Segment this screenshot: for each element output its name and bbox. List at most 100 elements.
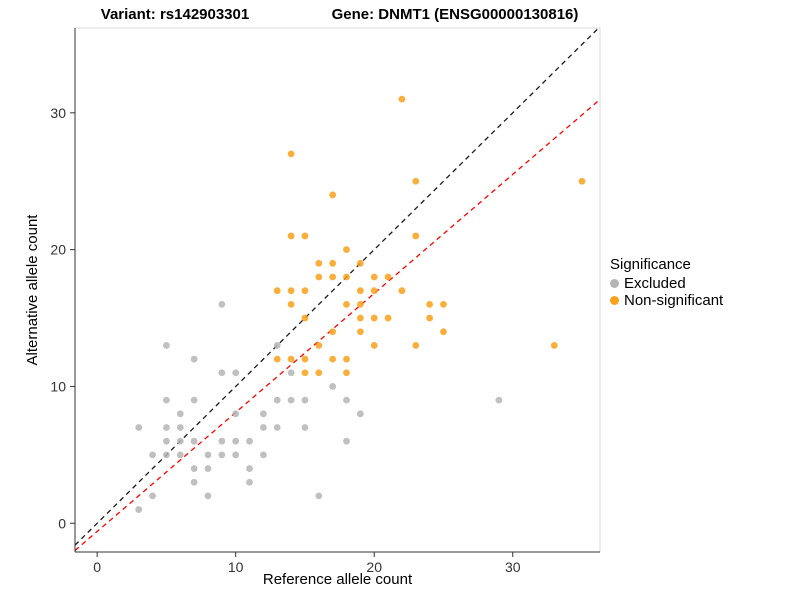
data-point-excluded bbox=[149, 451, 156, 459]
x-axis-label: Reference allele count bbox=[262, 571, 413, 588]
data-point-excluded bbox=[246, 465, 253, 472]
legend-item-label: Non-significant bbox=[624, 292, 724, 309]
data-point-excluded bbox=[149, 492, 156, 500]
x-tick-label: 10 bbox=[228, 559, 244, 575]
identity-line bbox=[75, 28, 600, 546]
data-point-non-significant bbox=[356, 314, 364, 322]
data-point-excluded bbox=[259, 410, 267, 418]
data-point-excluded bbox=[163, 396, 170, 404]
data-point-non-significant bbox=[384, 314, 392, 322]
data-point-non-significant bbox=[356, 287, 364, 295]
data-point-excluded bbox=[232, 410, 240, 418]
data-point-non-significant bbox=[315, 369, 323, 377]
data-point-non-significant bbox=[343, 300, 350, 308]
x-tick-label: 0 bbox=[93, 559, 101, 575]
data-point-excluded bbox=[163, 342, 170, 349]
data-point-excluded bbox=[232, 369, 240, 377]
data-point-non-significant bbox=[412, 232, 420, 240]
y-tick-label: 0 bbox=[58, 515, 66, 531]
data-point-non-significant bbox=[440, 328, 447, 336]
x-tick-label: 20 bbox=[366, 559, 382, 575]
data-point-non-significant bbox=[398, 287, 406, 295]
data-point-excluded bbox=[273, 396, 281, 404]
data-point-non-significant bbox=[356, 328, 364, 336]
data-point-non-significant bbox=[329, 273, 337, 281]
data-point-non-significant bbox=[329, 355, 337, 363]
data-point-non-significant bbox=[315, 273, 323, 281]
data-point-excluded bbox=[190, 437, 198, 445]
data-point-excluded bbox=[190, 355, 198, 363]
data-point-non-significant bbox=[287, 300, 295, 308]
data-point-non-significant bbox=[301, 232, 309, 240]
data-point-non-significant bbox=[301, 355, 309, 363]
data-point-excluded bbox=[176, 410, 184, 418]
data-point-non-significant bbox=[315, 259, 323, 267]
data-point-excluded bbox=[218, 369, 226, 377]
data-point-excluded bbox=[135, 424, 143, 431]
data-point-non-significant bbox=[287, 355, 295, 363]
data-point-excluded bbox=[343, 437, 350, 445]
data-point-non-significant bbox=[412, 177, 420, 185]
data-point-excluded bbox=[204, 465, 212, 472]
data-point-non-significant bbox=[287, 232, 295, 240]
data-point-excluded bbox=[176, 424, 184, 431]
legend: Significance Excluded Non-significant bbox=[610, 256, 723, 309]
data-point-excluded bbox=[301, 424, 309, 431]
data-point-non-significant bbox=[273, 355, 281, 363]
variant-title: Variant: rs142903301 bbox=[100, 6, 250, 23]
data-point-excluded bbox=[218, 437, 226, 445]
gene-title: Gene: DNMT1 (ENSG00000130816) bbox=[331, 6, 579, 23]
data-point-non-significant bbox=[370, 314, 378, 322]
data-point-excluded bbox=[190, 465, 198, 472]
data-point-non-significant bbox=[315, 342, 323, 349]
data-point-non-significant bbox=[426, 300, 434, 308]
data-point-excluded bbox=[287, 369, 295, 377]
y-tick-label: 30 bbox=[50, 105, 66, 121]
data-point-non-significant bbox=[398, 95, 406, 103]
data-point-non-significant bbox=[550, 342, 558, 349]
y-tick-label: 10 bbox=[50, 378, 66, 394]
data-point-non-significant bbox=[329, 328, 337, 336]
data-point-non-significant bbox=[440, 300, 447, 308]
legend-item-excluded: Excluded bbox=[610, 275, 723, 292]
data-point-excluded bbox=[190, 396, 198, 404]
data-point-excluded bbox=[204, 451, 212, 459]
data-point-non-significant bbox=[301, 287, 309, 295]
data-point-excluded bbox=[163, 437, 170, 445]
data-point-non-significant bbox=[287, 287, 295, 295]
data-point-excluded bbox=[356, 410, 364, 418]
data-point-non-significant bbox=[329, 259, 337, 267]
legend-item-label: Excluded bbox=[624, 275, 686, 292]
data-point-non-significant bbox=[301, 314, 309, 322]
data-point-non-significant bbox=[287, 150, 295, 158]
non-significant-dot-icon bbox=[610, 296, 619, 305]
data-point-excluded bbox=[190, 478, 198, 486]
data-point-excluded bbox=[246, 437, 253, 445]
data-point-excluded bbox=[273, 424, 281, 431]
panel-border bbox=[74, 27, 601, 553]
data-point-non-significant bbox=[343, 246, 350, 254]
data-point-excluded bbox=[329, 383, 337, 390]
legend-item-non-significant: Non-significant bbox=[610, 292, 723, 309]
data-point-excluded bbox=[232, 437, 240, 445]
data-point-excluded bbox=[176, 451, 184, 459]
data-point-non-significant bbox=[370, 287, 378, 295]
data-point-excluded bbox=[273, 342, 281, 349]
data-point-excluded bbox=[343, 396, 350, 404]
data-point-excluded bbox=[315, 492, 323, 500]
data-point-non-significant bbox=[370, 273, 378, 281]
data-point-excluded bbox=[218, 451, 226, 459]
data-point-excluded bbox=[176, 437, 184, 445]
data-point-excluded bbox=[163, 451, 170, 459]
data-point-non-significant bbox=[370, 342, 378, 349]
data-point-non-significant bbox=[426, 314, 434, 322]
data-point-non-significant bbox=[356, 300, 364, 308]
data-point-excluded bbox=[135, 506, 143, 513]
data-point-non-significant bbox=[273, 287, 281, 295]
data-point-non-significant bbox=[578, 177, 586, 185]
excluded-dot-icon bbox=[610, 279, 619, 288]
data-point-non-significant bbox=[412, 342, 420, 349]
x-tick-label: 30 bbox=[505, 559, 521, 575]
